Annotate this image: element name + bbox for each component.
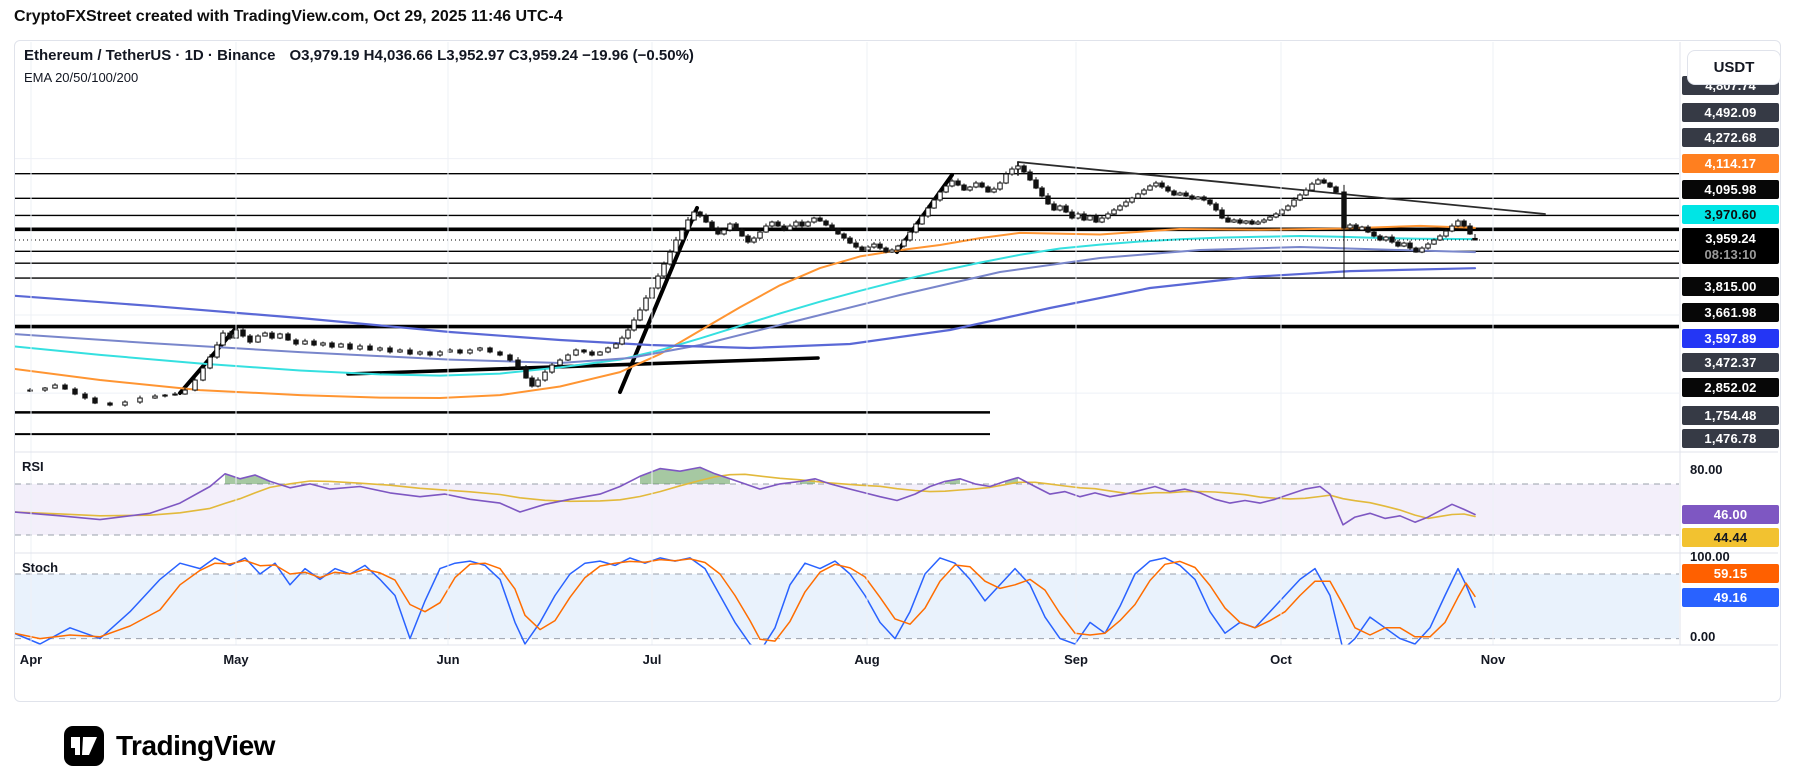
month-axis-label: Apr — [19, 652, 43, 667]
indicator-value-badge: 49.16 — [1682, 587, 1779, 607]
price-label: 4,492.09 — [1682, 102, 1779, 122]
price-label: 2,852.02 — [1682, 377, 1779, 397]
price-label: 3,815.00 — [1682, 276, 1779, 296]
tradingview-logo[interactable]: TradingView — [64, 726, 275, 766]
price-label: 4,272.68 — [1682, 127, 1779, 147]
attribution-header: CryptoFXStreet created with TradingView.… — [14, 8, 563, 25]
price-label: 4,114.17 — [1682, 153, 1779, 173]
price-label: 3,472.37 — [1682, 352, 1779, 372]
month-axis-label: Jun — [436, 652, 460, 667]
indicator-scale-text: 80.00 — [1690, 462, 1723, 477]
currency-toggle-button[interactable]: USDT — [1687, 50, 1781, 85]
price-label: 1,476.78 — [1682, 428, 1779, 448]
stoch-pane-label[interactable]: Stoch — [22, 560, 59, 575]
month-axis-label: Oct — [1270, 652, 1292, 667]
bar-countdown-timer: 08:13:10 — [1704, 246, 1757, 262]
symbol-name[interactable]: Ethereum / TetherUS · 1D · Binance — [24, 47, 276, 64]
price-label: 4,095.98 — [1682, 179, 1779, 199]
tradingview-wordmark: TradingView — [116, 730, 275, 761]
month-axis-label: Sep — [1064, 652, 1088, 667]
indicator-value-badge: 46.00 — [1682, 504, 1779, 524]
indicator-value-badge: 44.44 — [1682, 527, 1779, 547]
indicator-value-badge: 59.15 — [1682, 563, 1779, 583]
indicator-scale-text: 100.00 — [1690, 549, 1730, 564]
month-axis-label: Aug — [854, 652, 880, 667]
tradingview-logo-icon — [64, 726, 104, 766]
month-axis-label: May — [223, 652, 249, 667]
price-label: 3,597.89 — [1682, 328, 1779, 348]
ohlc-values: O3,979.19 H4,036.66 L3,952.97 C3,959.24 … — [289, 47, 694, 64]
month-axis-label: Nov — [1480, 652, 1506, 667]
rsi-pane-label[interactable]: RSI — [22, 459, 44, 474]
ema-indicator-label[interactable]: EMA 20/50/100/200 — [24, 70, 139, 85]
price-label: 3,661.98 — [1682, 302, 1779, 322]
symbol-title: Ethereum / TetherUS · 1D · Binance O3,979… — [24, 47, 694, 64]
price-label: 1,754.48 — [1682, 405, 1779, 425]
current-price-label: 3,959.24 08:13:10 — [1682, 228, 1779, 264]
month-axis-label: Jul — [642, 652, 662, 667]
price-label: 3,970.60 — [1682, 204, 1779, 224]
indicator-scale-text: 0.00 — [1690, 629, 1716, 644]
current-price-value: 3,959.24 — [1705, 230, 1756, 246]
